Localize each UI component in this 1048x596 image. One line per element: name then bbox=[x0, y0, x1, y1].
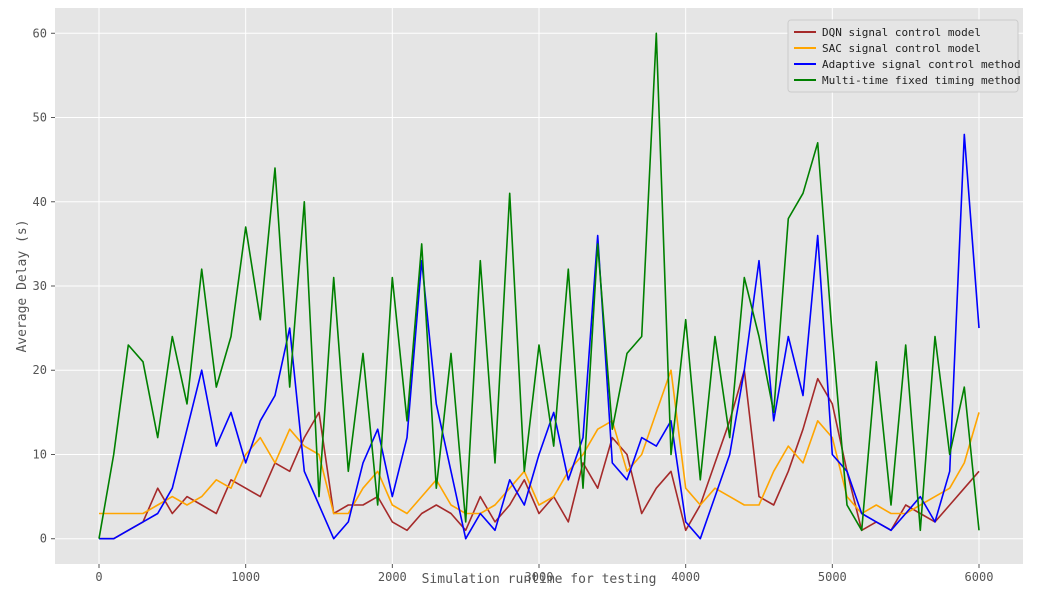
y-tick-label: 30 bbox=[33, 279, 47, 293]
axis-ticks: 0 1000 2000 3000 4000 5000 6000 0 10 20 30 40 50 60 bbox=[33, 26, 994, 584]
x-axis-title: Simulation runtime for testing bbox=[422, 572, 657, 587]
legend-label: DQN signal control model bbox=[822, 26, 981, 39]
legend-box bbox=[787, 19, 1019, 93]
x-tick-label: 2000 bbox=[378, 570, 407, 584]
legend-label: SAC signal control model bbox=[822, 42, 981, 55]
x-tick-label: 6000 bbox=[965, 570, 994, 584]
legend: DQN signal control model SAC signal contr… bbox=[787, 19, 1021, 93]
series-line-2 bbox=[99, 369, 980, 515]
x-tick-label: 5000 bbox=[818, 570, 847, 584]
x-tick-label: 4000 bbox=[671, 570, 700, 584]
legend-label: Multi-time fixed timing method bbox=[822, 74, 1021, 87]
x-tick-label: 1000 bbox=[231, 570, 260, 584]
y-axis-title: Average Delay (s) bbox=[15, 219, 30, 352]
x-tick-label: 0 bbox=[95, 570, 102, 584]
x-tick-label: 3000 bbox=[525, 570, 554, 584]
y-tick-label: 10 bbox=[33, 447, 47, 461]
series-line-4 bbox=[98, 32, 980, 539]
series-line-3 bbox=[99, 133, 980, 540]
y-tick-label: 0 bbox=[40, 532, 47, 546]
legend-label: Adaptive signal control method bbox=[822, 58, 1021, 71]
y-tick-label: 60 bbox=[33, 26, 47, 40]
series-lines bbox=[98, 32, 980, 540]
y-tick-label: 50 bbox=[33, 111, 47, 125]
y-tick-label: 40 bbox=[33, 195, 47, 209]
y-tick-label: 20 bbox=[33, 363, 47, 377]
series-line-1 bbox=[99, 369, 980, 540]
